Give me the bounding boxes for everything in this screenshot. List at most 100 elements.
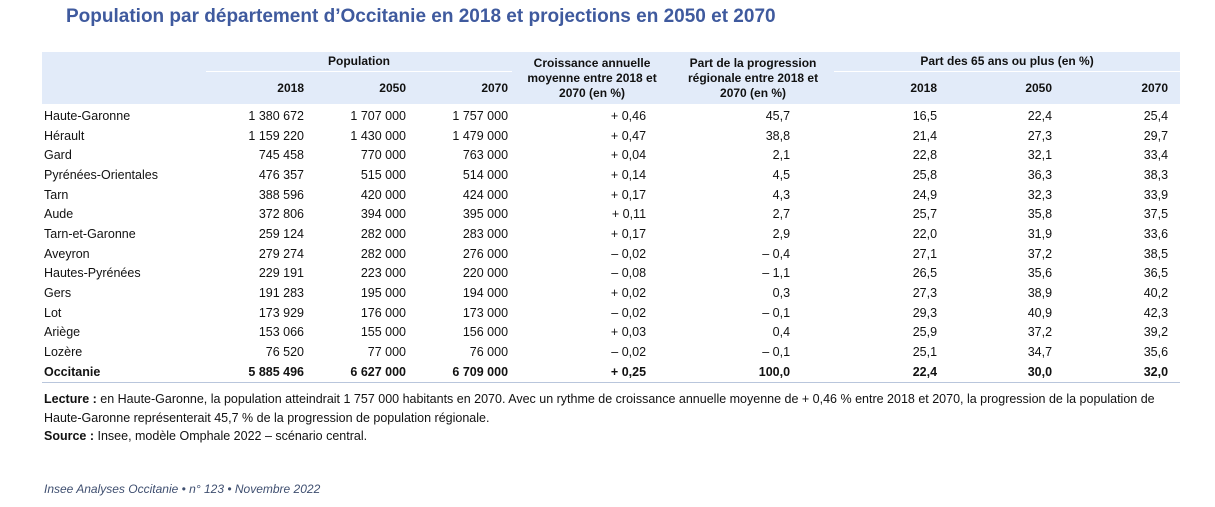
cell-part-progression: 100,0 xyxy=(672,361,835,383)
cell-departement: Hautes-Pyrénées xyxy=(44,266,141,281)
cell-pop-2050: 1 430 000 xyxy=(350,128,406,143)
cell-pop-2070: 424 000 xyxy=(462,187,509,202)
cell-65-2070: 42,3 xyxy=(1143,305,1169,320)
cell-part-progression: 2,1 xyxy=(772,148,791,163)
cell-part-progression: – 0,1 xyxy=(762,345,791,360)
cell-croissance: + 0,46 xyxy=(610,108,647,123)
lecture-label: Lecture : xyxy=(44,392,97,406)
cell-65-2070: 33,9 xyxy=(1143,187,1169,202)
cell-pop-2050: 77 000 xyxy=(367,345,406,360)
cell-65-2050: 22,4 xyxy=(1027,108,1053,123)
cell-part-progression: – 1,1 xyxy=(762,266,791,281)
publication-footer: Insee Analyses Occitanie • n° 123 • Nove… xyxy=(44,482,321,496)
cell-croissance: + 0,25 xyxy=(512,361,673,383)
table-row: Haute-Garonne 1 380 672 1 707 000 1 757 000… xyxy=(42,104,1180,126)
cell-pop-2050: 195 000 xyxy=(360,286,406,301)
source-note: Source : Insee, modèle Omphale 2022 – sc… xyxy=(44,427,1184,446)
cell-pop-2018: 1 380 672 xyxy=(248,108,304,123)
table-row: Pyrénées-Orientales 476 357 515 000 514 000… xyxy=(42,165,1180,185)
table-row: Aveyron 279 274 282 000 276 000 – 0,02 – 0,4 2… xyxy=(42,244,1180,264)
cell-65-2018: 26,5 xyxy=(912,266,938,281)
cell-part-progression: – 0,4 xyxy=(762,246,791,261)
cell-pop-2070: 283 000 xyxy=(462,226,509,241)
cell-pop-2018: 229 191 xyxy=(258,266,304,281)
cell-65-2070: 33,6 xyxy=(1143,226,1169,241)
lecture-note: Lecture : en Haute-Garonne, la populatio… xyxy=(44,390,1184,427)
cell-pop-2018: 191 283 xyxy=(258,286,304,301)
cell-65-2050: 30,0 xyxy=(949,361,1065,383)
cell-part-progression: 2,7 xyxy=(772,207,791,222)
cell-65-2070: 40,2 xyxy=(1143,286,1169,301)
cell-croissance: – 0,02 xyxy=(611,305,647,320)
cell-65-2018: 25,9 xyxy=(912,325,938,340)
header-part-65: Part des 65 ans ou plus (en %) xyxy=(834,52,1181,72)
cell-departement: Tarn xyxy=(44,187,69,202)
cell-65-2050: 32,3 xyxy=(1027,187,1053,202)
cell-65-2050: 37,2 xyxy=(1027,325,1053,340)
cell-part-progression: 4,5 xyxy=(772,167,791,182)
cell-65-2018: 25,8 xyxy=(912,167,938,182)
cell-departement: Lozère xyxy=(44,345,83,360)
cell-65-2070: 38,5 xyxy=(1143,246,1169,261)
cell-65-2070: 35,6 xyxy=(1143,345,1169,360)
header-pop-2070: 2070 xyxy=(410,71,513,104)
cell-pop-2050: 282 000 xyxy=(360,246,406,261)
cell-pop-2018: 153 066 xyxy=(258,325,304,340)
cell-65-2018: 29,3 xyxy=(912,305,938,320)
cell-departement: Pyrénées-Orientales xyxy=(44,167,158,182)
cell-65-2018: 21,4 xyxy=(912,128,938,143)
lecture-text: en Haute-Garonne, la population atteindr… xyxy=(44,392,1155,425)
cell-pop-2018: 279 274 xyxy=(258,246,304,261)
cell-65-2050: 31,9 xyxy=(1027,226,1053,241)
cell-pop-2050: 6 627 000 xyxy=(308,361,410,383)
cell-65-2070: 36,5 xyxy=(1143,266,1169,281)
cell-pop-2018: 76 520 xyxy=(265,345,304,360)
table-row: Lot 173 929 176 000 173 000 – 0,02 – 0,1 29,3 4… xyxy=(42,303,1180,323)
cell-65-2050: 35,6 xyxy=(1027,266,1053,281)
table-body: Haute-Garonne 1 380 672 1 707 000 1 757 000… xyxy=(42,104,1181,383)
cell-departement: Gard xyxy=(44,148,72,163)
cell-croissance: + 0,17 xyxy=(610,226,647,241)
cell-part-progression: 45,7 xyxy=(765,108,791,123)
cell-65-2050: 35,8 xyxy=(1027,207,1053,222)
cell-pop-2070: 395 000 xyxy=(462,207,509,222)
cell-departement: Gers xyxy=(44,286,72,301)
cell-pop-2018: 1 159 220 xyxy=(248,128,304,143)
cell-croissance: + 0,17 xyxy=(610,187,647,202)
table-row: Hérault 1 159 220 1 430 000 1 479 000 + 0,47… xyxy=(42,126,1180,146)
table-row: Gers 191 283 195 000 194 000 + 0,02 0,3 27,3 38… xyxy=(42,283,1180,303)
cell-65-2018: 27,1 xyxy=(912,246,938,261)
header-population: Population xyxy=(206,52,513,72)
cell-departement: Ariège xyxy=(44,325,81,340)
cell-65-2018: 25,1 xyxy=(912,345,938,360)
cell-65-2050: 38,9 xyxy=(1027,286,1053,301)
cell-65-2018: 27,3 xyxy=(912,286,938,301)
cell-departement: Lot xyxy=(44,305,62,320)
header-part-progression: Part de la progression régionale entre 2… xyxy=(672,52,835,104)
cell-part-progression: 4,3 xyxy=(772,187,791,202)
cell-part-progression: 0,4 xyxy=(772,325,791,340)
cell-65-2050: 36,3 xyxy=(1027,167,1053,182)
total-row: Occitanie 5 885 496 6 627 000 6 709 000 + 0,… xyxy=(42,361,1181,383)
cell-65-2018: 16,5 xyxy=(912,108,938,123)
header-65-2050: 2050 xyxy=(949,71,1065,104)
cell-croissance: + 0,47 xyxy=(610,128,647,143)
cell-departement: Aveyron xyxy=(44,246,90,261)
cell-pop-2018: 259 124 xyxy=(258,226,304,241)
header-croissance: Croissance annuelle moyenne entre 2018 e… xyxy=(512,52,673,104)
cell-croissance: + 0,02 xyxy=(610,286,647,301)
table-row: Gard 745 458 770 000 763 000 + 0,04 2,1 22,8 32… xyxy=(42,145,1180,165)
cell-pop-2070: 1 479 000 xyxy=(452,128,509,143)
cell-pop-2070: 763 000 xyxy=(462,148,509,163)
cell-part-progression: 38,8 xyxy=(765,128,791,143)
cell-pop-2050: 420 000 xyxy=(360,187,406,202)
cell-65-2070: 29,7 xyxy=(1143,128,1169,143)
table-row: Ariège 153 066 155 000 156 000 + 0,03 0,4 25,9… xyxy=(42,323,1180,343)
cell-65-2070: 39,2 xyxy=(1143,325,1169,340)
cell-65-2070: 25,4 xyxy=(1143,108,1169,123)
cell-pop-2070: 173 000 xyxy=(462,305,509,320)
cell-pop-2070: 76 000 xyxy=(469,345,509,360)
cell-croissance: – 0,08 xyxy=(611,266,647,281)
cell-croissance: + 0,03 xyxy=(610,325,647,340)
cell-croissance: – 0,02 xyxy=(611,246,647,261)
